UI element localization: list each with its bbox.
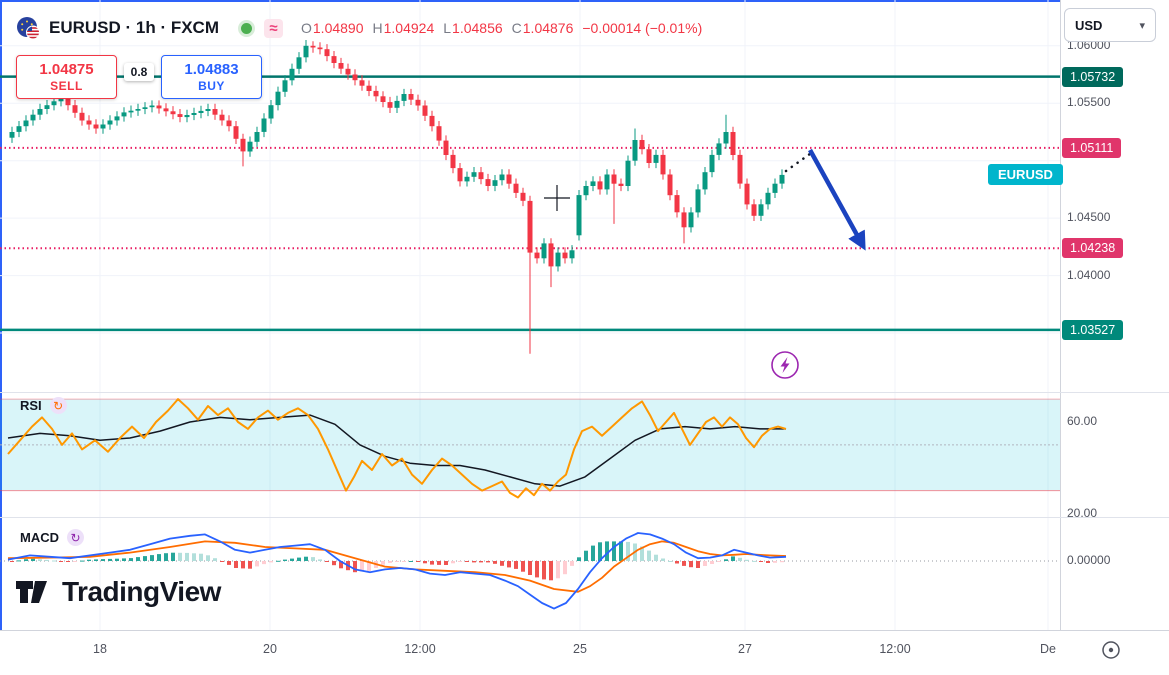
time-axis-label: 20	[263, 642, 277, 656]
spread-label: 0.8	[123, 63, 155, 81]
data-mode-icon[interactable]: ≈	[264, 18, 283, 38]
low-label: L	[443, 20, 452, 36]
close-value: 1.04876	[522, 20, 574, 36]
currency-dropdown[interactable]: USD ▾	[1064, 8, 1156, 42]
rsi-pane-header: RSI ↻	[20, 397, 67, 414]
price-level-badge: 1.04238	[1062, 238, 1124, 258]
symbol-title[interactable]: EURUSD · 1h · FXCM	[49, 18, 219, 37]
macd-tick-label: 0.00000	[1067, 553, 1111, 567]
time-axis-label: 25	[573, 642, 587, 656]
open-label: O	[301, 20, 312, 36]
price-tick-label: 1.04500	[1067, 210, 1111, 224]
lightning-button[interactable]	[771, 351, 799, 379]
price-level-badge: 1.03527	[1062, 320, 1124, 340]
price-level-badge: 1.05732	[1062, 67, 1124, 87]
chart-canvas[interactable]	[0, 0, 1060, 630]
buy-button[interactable]: 1.04883 BUY	[161, 55, 262, 99]
rsi-settings-icon[interactable]: ↻	[49, 397, 67, 414]
high-value: 1.04924	[383, 20, 435, 36]
order-panel: 1.04875 SELL 0.8 1.04883 BUY	[16, 55, 262, 99]
macd-label: MACD	[20, 530, 59, 545]
time-axis-label: 12:00	[404, 642, 436, 656]
close-label: C	[511, 20, 522, 36]
crosshair-cursor	[544, 185, 570, 211]
time-axis-label: 18	[93, 642, 107, 656]
axis-settings-icon[interactable]	[1098, 637, 1124, 668]
pane-divider[interactable]	[0, 517, 1169, 518]
rsi-tick-label: 20.00	[1067, 506, 1098, 520]
sell-price: 1.04875	[39, 60, 94, 78]
tradingview-logo-text: TradingView	[62, 576, 221, 607]
price-axis[interactable]: 1.06000 1.05500 1.04500 1.04000 1.05732 1.051…	[1060, 0, 1169, 630]
high-label: H	[372, 20, 383, 36]
projection-arrow[interactable]	[784, 148, 866, 251]
ohlc-readout: O 1.04890 H 1.04924 L 1.04856 C 1.04876 −0.0…	[301, 20, 702, 36]
chevron-down-icon: ▾	[1139, 19, 1145, 32]
change-value: −0.00014 (−0.01%)	[582, 20, 703, 36]
pane-divider[interactable]	[0, 392, 1169, 393]
sell-button[interactable]: 1.04875 SELL	[16, 55, 117, 99]
currency-value: USD	[1075, 17, 1103, 33]
price-tick-label: 1.05500	[1067, 95, 1111, 109]
macd-settings-icon[interactable]: ↻	[67, 529, 84, 546]
time-axis-label: 12:00	[879, 642, 911, 656]
buy-price: 1.04883	[184, 60, 239, 78]
price-tick-label: 1.04000	[1067, 268, 1111, 282]
rsi-label: RSI	[20, 398, 42, 413]
market-status-icon[interactable]	[241, 22, 252, 34]
macd-pane-header: MACD ↻	[20, 529, 84, 546]
low-value: 1.04856	[452, 20, 503, 36]
time-axis[interactable]: 18 20 12:00 25 27 12:00 De	[0, 630, 1169, 675]
price-level-badge: 1.05111	[1062, 138, 1122, 158]
chart-legend: EURUSD · 1h · FXCM ≈ O 1.04890 H 1.04924 L…	[16, 13, 702, 43]
time-axis-label: 27	[738, 642, 752, 656]
symbol-price-badge: EURUSD	[988, 164, 1063, 185]
tradingview-logo-mark	[16, 581, 47, 603]
tradingview-logo[interactable]: TradingView	[14, 576, 221, 608]
time-axis-label: De	[1040, 642, 1056, 656]
rsi-tick-label: 60.00	[1067, 414, 1098, 428]
open-value: 1.04890	[312, 20, 364, 36]
eu-us-flag-icon	[17, 17, 40, 40]
candles	[9, 40, 785, 354]
